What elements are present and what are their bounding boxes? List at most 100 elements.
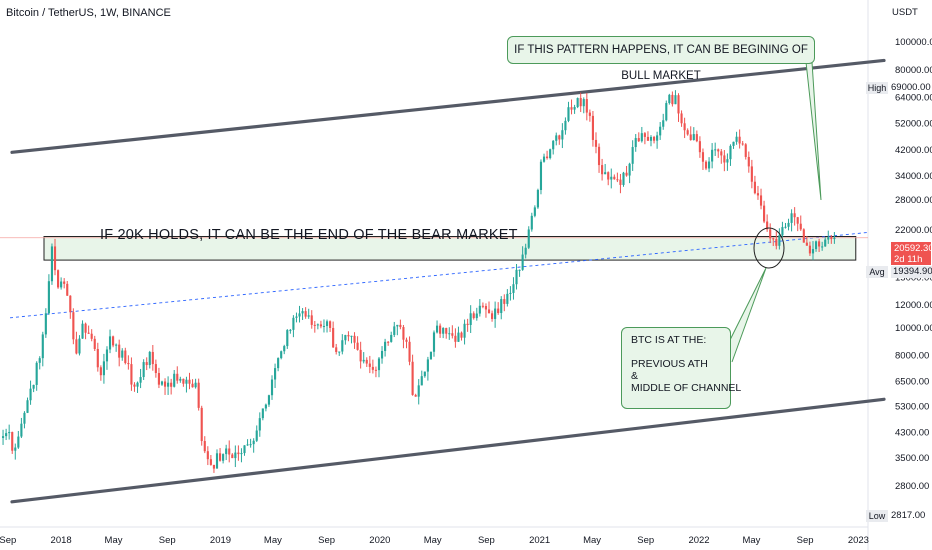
candle — [735, 131, 738, 145]
candle — [445, 327, 448, 339]
time-axis[interactable]: Sep 2018 May Sep 2019 May Sep 2020 May Sep 2021 May… — [0, 535, 869, 546]
candle-body — [677, 95, 680, 114]
candle-body — [708, 161, 711, 169]
candle-body — [50, 246, 54, 282]
candle-body — [747, 156, 750, 167]
candle-body — [558, 135, 561, 140]
candle-body — [643, 133, 646, 137]
candle — [377, 357, 381, 378]
candle — [420, 370, 423, 386]
candle-body — [524, 247, 527, 255]
candle-body — [157, 373, 160, 385]
candle-body — [8, 432, 11, 434]
candle — [738, 129, 741, 149]
candle-body — [307, 315, 310, 317]
candle-body — [136, 382, 139, 387]
candle-body — [512, 284, 515, 293]
candle — [597, 143, 601, 173]
candle — [509, 286, 512, 301]
candle — [567, 101, 570, 123]
candle — [680, 110, 683, 127]
candle-body — [173, 373, 176, 387]
candle-body — [264, 404, 267, 409]
candle — [295, 312, 298, 323]
candle-body — [176, 373, 179, 381]
candle — [775, 231, 778, 250]
candle — [264, 403, 267, 412]
candle-body — [827, 237, 830, 240]
candle — [249, 438, 252, 448]
candle-body — [191, 383, 194, 388]
candle — [286, 329, 289, 349]
candle-body — [555, 135, 558, 141]
btc-note-line: BTC IS AT THE: — [631, 334, 707, 346]
candle-body — [96, 348, 99, 368]
candle — [683, 117, 686, 139]
candle-body — [182, 378, 185, 384]
candle — [63, 278, 66, 289]
candle — [756, 185, 760, 200]
bull-market-note[interactable]: IF THIS PATTERN HAPPENS, IT CAN BE BEGIN… — [507, 36, 815, 82]
chart-title: Bitcoin / TetherUS, 1W, BINANCE — [6, 7, 171, 19]
low-tag-value: 2817.00 — [891, 510, 926, 521]
candle-body — [154, 364, 157, 374]
candle — [708, 157, 711, 173]
candle-body — [249, 444, 252, 446]
candle-body — [417, 385, 420, 397]
candle — [625, 165, 628, 177]
candle-body — [824, 239, 827, 247]
candle-body — [659, 126, 662, 136]
candle-body — [283, 346, 286, 352]
candle — [197, 378, 200, 411]
candle-body — [142, 362, 145, 378]
candle-body — [396, 324, 399, 327]
price-tick-label: 42000.00 — [895, 145, 932, 156]
candle — [677, 93, 680, 122]
candle — [191, 379, 194, 388]
bear-market-note[interactable]: IF 20K HOLDS, IT CAN BE THE END OF THE B… — [100, 227, 518, 243]
candle — [426, 356, 429, 381]
price-axis[interactable]: 100000.00 80000.00 64000.00 52000.00 42000.0… — [895, 37, 932, 492]
candle — [640, 126, 643, 143]
candle — [451, 325, 454, 339]
candle-body — [622, 172, 625, 185]
candle — [47, 274, 50, 315]
price-tick-label: 6500.00 — [895, 376, 929, 387]
candle — [723, 150, 726, 172]
candle — [20, 417, 23, 439]
time-tick-label: May — [742, 535, 760, 546]
candle — [652, 135, 656, 144]
candle-body — [20, 423, 23, 437]
candle-body — [112, 336, 115, 346]
btc-position-note[interactable]: BTC IS AT THE: PREVIOUS ATH & MIDDLE OF … — [621, 327, 741, 409]
candle-body — [662, 120, 665, 127]
candle-body — [460, 332, 463, 338]
time-tick-label: Sep — [159, 535, 176, 546]
candle — [145, 357, 148, 371]
candle — [157, 367, 160, 389]
candle-body — [506, 293, 509, 304]
candle-body — [38, 358, 41, 363]
candle — [115, 343, 118, 352]
candle — [698, 136, 701, 158]
candle-body — [711, 149, 714, 162]
candle — [50, 243, 54, 285]
candle-body — [665, 103, 668, 121]
candle — [234, 445, 237, 468]
candle — [310, 310, 313, 329]
candle-body — [466, 323, 469, 325]
candle-body — [649, 136, 653, 141]
candle-body — [536, 189, 539, 208]
candle — [524, 243, 527, 259]
candle-body — [108, 336, 112, 350]
candle — [105, 346, 109, 370]
candle — [78, 335, 81, 356]
candle-body — [451, 333, 454, 336]
candle — [818, 238, 821, 252]
candle-body — [830, 237, 833, 240]
candle — [200, 405, 203, 446]
candle-body — [814, 241, 818, 250]
bar-countdown: 2d 11h — [894, 254, 923, 265]
candle — [347, 331, 350, 342]
